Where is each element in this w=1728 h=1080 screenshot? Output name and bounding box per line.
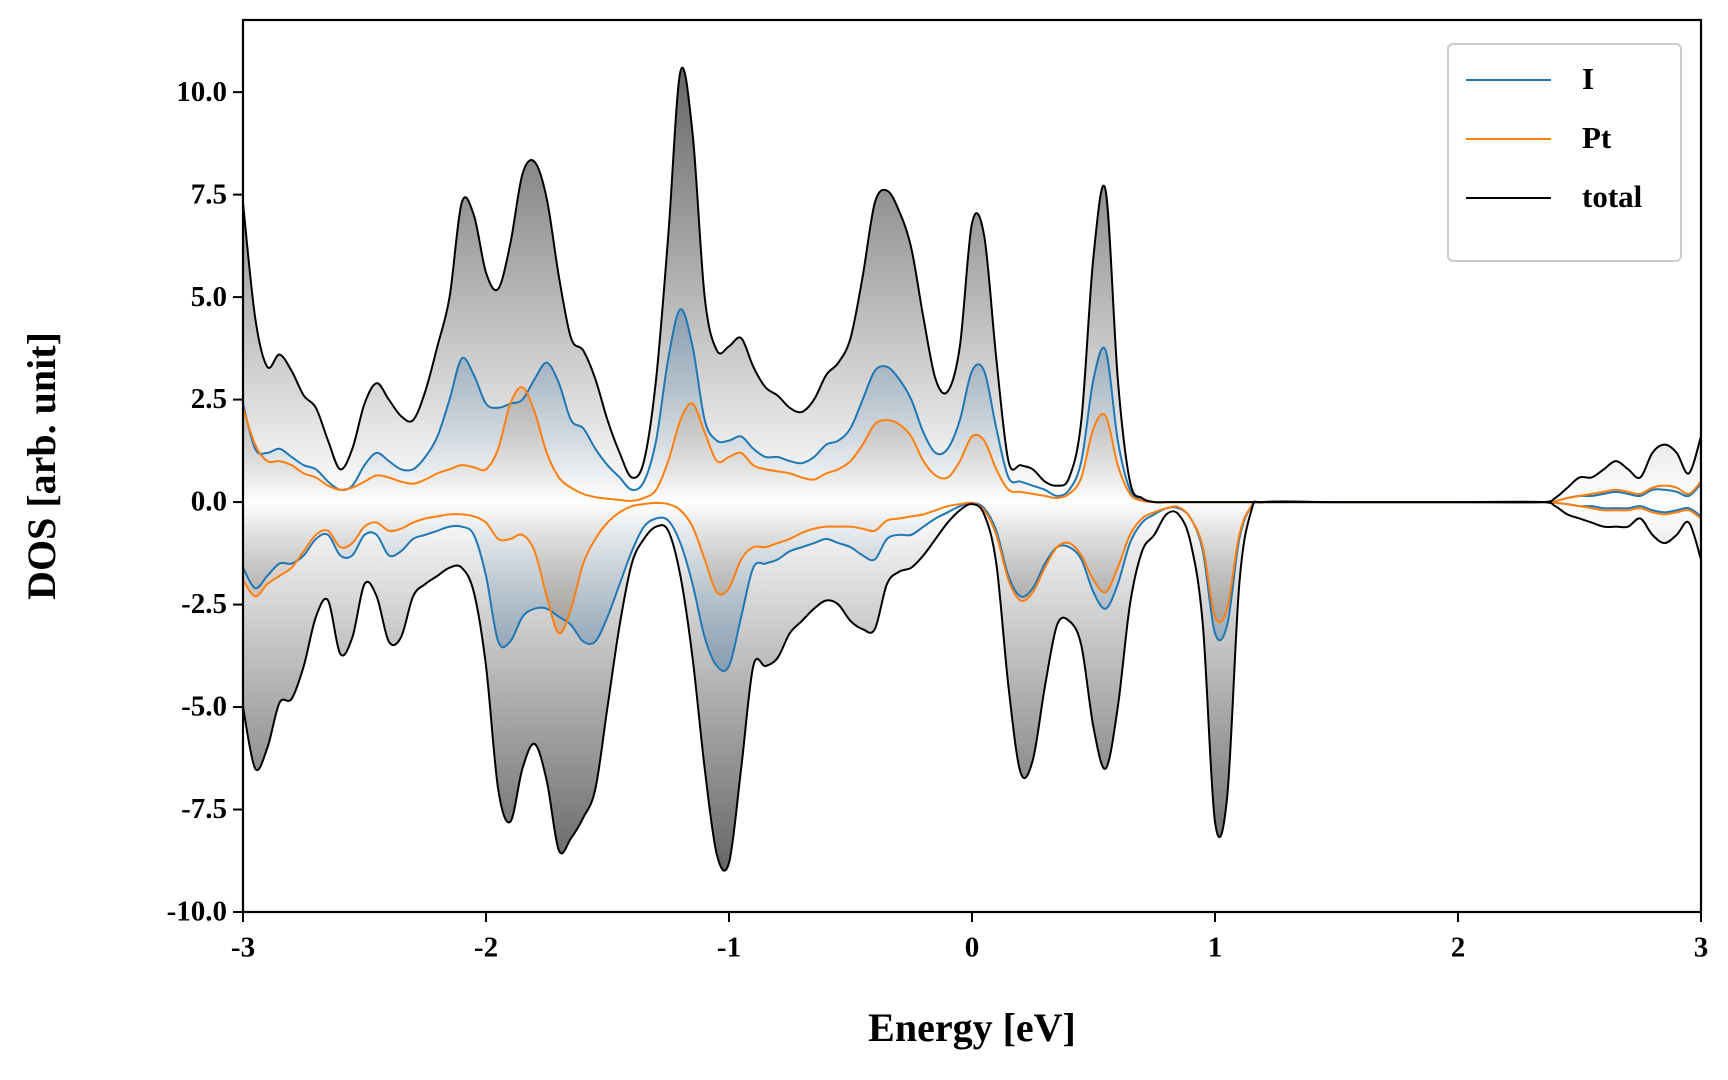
- y-tick-label: 2.5: [191, 383, 227, 415]
- area-fill: [243, 501, 1701, 871]
- area-fill: [243, 387, 1701, 503]
- dos-line: [243, 500, 1701, 672]
- y-tick-label: -2.5: [181, 588, 227, 620]
- area-fill: [243, 501, 1701, 671]
- axes: -10.0 -7.5 -5.0 -2.5 0.0 2.5 5.0 7.5 10.0 -3 -2 -1 0…: [167, 18, 1709, 964]
- y-tick-label: -7.5: [181, 793, 227, 825]
- x-tick-label: -1: [717, 932, 741, 964]
- area-fill: [243, 501, 1701, 634]
- legend-label: I: [1582, 61, 1594, 96]
- legend-label: Pt: [1582, 120, 1612, 155]
- x-tick-label: -3: [231, 932, 255, 964]
- x-tick-label: 0: [965, 932, 980, 964]
- y-axis-label: DOS [arb. unit]: [19, 332, 64, 600]
- fills: [243, 67, 1701, 871]
- legend-label: total: [1582, 179, 1643, 214]
- dos-line: [243, 500, 1701, 872]
- y-tick-label: 0.0: [191, 486, 227, 518]
- lines: [243, 66, 1701, 872]
- y-tick-label: 10.0: [176, 76, 227, 108]
- y-tick-label: 5.0: [191, 281, 227, 313]
- dos-line: [243, 66, 1701, 504]
- x-axis-label: Energy [eV]: [868, 1005, 1076, 1050]
- legend: I Pt total: [1447, 43, 1682, 262]
- legend-box: [1447, 43, 1682, 262]
- area-fill: [243, 67, 1701, 503]
- x-tick-label: 3: [1694, 932, 1709, 964]
- x-tick-label: -2: [474, 932, 498, 964]
- y-tick-label: -10.0: [167, 896, 227, 928]
- area-fill: [243, 309, 1701, 503]
- x-tick-label: 2: [1451, 932, 1466, 964]
- y-tick-label: 7.5: [191, 178, 227, 210]
- y-tick-label: -5.0: [181, 691, 227, 723]
- x-tick-label: 1: [1208, 932, 1223, 964]
